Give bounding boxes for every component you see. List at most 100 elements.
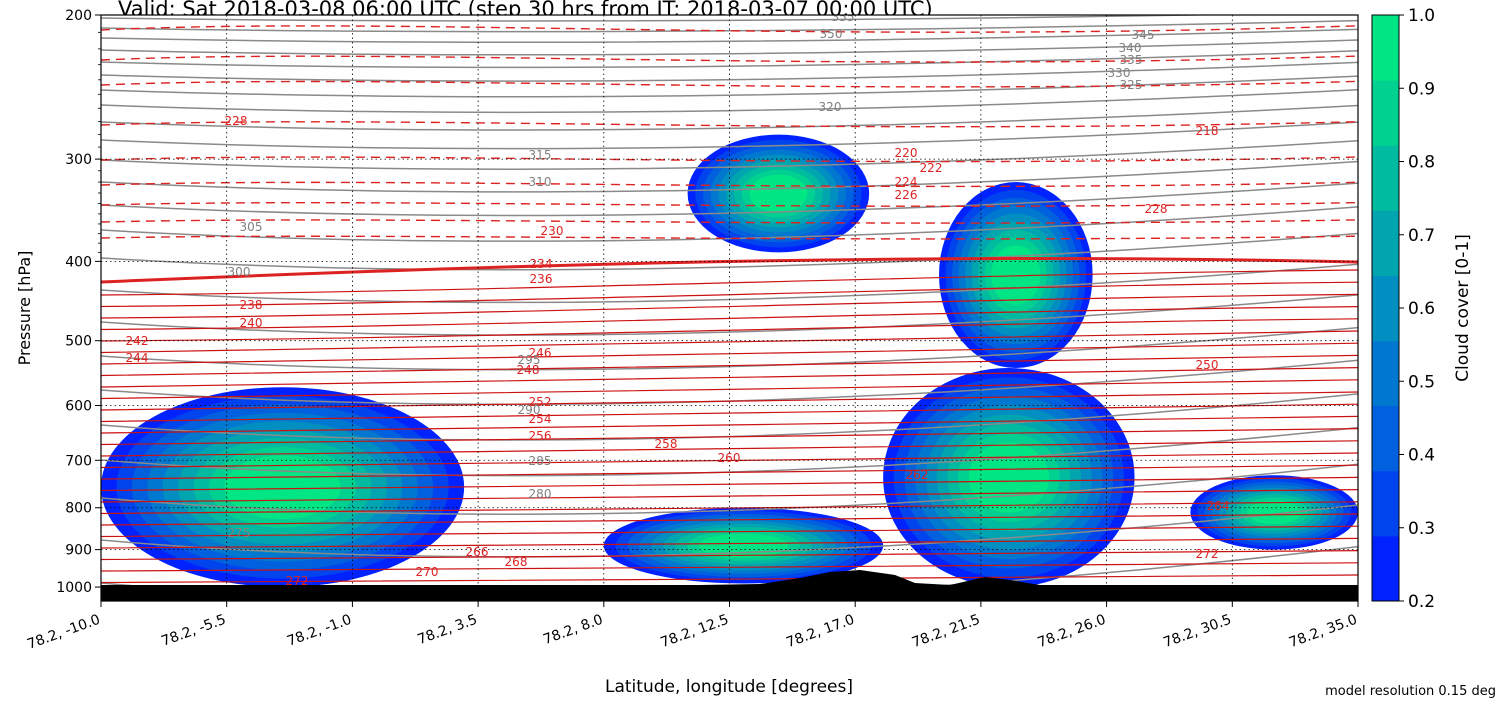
theta-line — [101, 121, 1358, 150]
colorbar-tick-label: 1.0 — [1408, 6, 1435, 26]
temp-line-solid — [101, 440, 1358, 457]
x-tick-label: 78.2, -10.0 — [25, 612, 102, 653]
theta-line — [101, 263, 1358, 304]
colorbar-tick-label: 0.6 — [1408, 299, 1435, 319]
temperature-label: 240 — [240, 316, 263, 330]
temp-line-dashed — [101, 80, 1358, 88]
model-resolution-note: model resolution 0.15 deg — [1325, 684, 1496, 699]
x-tick-label: 78.2, 3.5 — [415, 612, 479, 648]
y-tick-label: 500 — [65, 334, 92, 350]
temperature-label: 236 — [530, 272, 553, 286]
theta-line — [101, 19, 1358, 33]
temp-line-dashed — [101, 121, 1358, 128]
theta-label: 290 — [518, 403, 541, 417]
y-axis: 200 300 400 500 600 700 800 900 1000 — [56, 8, 101, 596]
temp-line-solid — [101, 464, 1358, 480]
colorbar-segment — [1372, 210, 1399, 276]
colorbar-segment — [1372, 15, 1399, 81]
temp-line-solid — [101, 513, 1358, 526]
temperature-contours — [101, 25, 1358, 584]
temperature-label: 228 — [225, 114, 248, 128]
theta-line — [101, 49, 1358, 69]
temperature-label: 220 — [895, 146, 918, 160]
colorbar-segment — [1372, 145, 1399, 211]
colorbar-segment — [1372, 535, 1399, 602]
temperature-label: 226 — [895, 188, 918, 202]
y-tick-label: 700 — [65, 453, 92, 469]
theta-label: 345 — [1132, 28, 1155, 42]
colorbar-tick-label: 0.5 — [1408, 372, 1435, 392]
colorbar: 0.2 0.3 0.4 0.5 0.6 0.7 0.8 0.9 1.0 — [1371, 6, 1435, 612]
x-tick-label: 78.2, 26.0 — [1036, 612, 1108, 651]
theta-line — [101, 61, 1358, 82]
temperature-label: 248 — [517, 363, 540, 377]
cloud-level — [1247, 500, 1302, 525]
theta-label: 350 — [820, 27, 843, 41]
temperature-label: 262 — [906, 468, 929, 482]
theta-label: 340 — [1119, 41, 1142, 55]
temp-line-solid — [101, 281, 1358, 308]
cloud-level — [224, 455, 341, 520]
temp-line-dashed — [101, 55, 1358, 63]
colorbar-label: Cloud cover [0-1] — [1453, 234, 1473, 382]
cloud-level — [749, 174, 808, 213]
temperature-label: 230 — [541, 224, 564, 238]
theta-line — [101, 326, 1358, 371]
temperature-label: 224 — [895, 175, 918, 189]
x-tick-label: 78.2, 30.5 — [1161, 612, 1233, 651]
temp-line-solid — [101, 525, 1358, 538]
temp-line-solid — [101, 428, 1358, 446]
temperature-label: 252 — [529, 395, 552, 409]
theta-label: 280 — [529, 487, 552, 501]
colorbar-tick-label: 0.4 — [1408, 446, 1435, 466]
terrain — [101, 570, 1358, 601]
y-tick-label: 900 — [65, 543, 92, 559]
x-axis: 78.2, -10.0 78.2, -5.5 78.2, -1.0 78.2, 3.5… — [25, 601, 1359, 653]
temperature-label: 242 — [126, 334, 149, 348]
temperature-label: 218 — [1196, 124, 1219, 138]
temperature-label: 260 — [718, 451, 741, 465]
x-tick-label: 78.2, -5.5 — [159, 612, 228, 650]
temp-line-dashed — [101, 201, 1358, 207]
temp-line-solid — [101, 476, 1358, 492]
theta-line — [101, 39, 1358, 56]
colorbar-segment — [1372, 275, 1399, 342]
temperature-label: 256 — [529, 429, 552, 443]
grid — [101, 15, 1358, 601]
colorbar-tick-label: 0.3 — [1408, 519, 1435, 539]
temperature-label: 234 — [530, 257, 553, 271]
x-tick-label: 78.2, -1.0 — [285, 612, 354, 650]
theta-label: 305 — [240, 220, 263, 234]
y-axis-label: Pressure [hPa] — [15, 251, 34, 366]
potential-temperature-contours — [101, 15, 1358, 601]
temperature-label: 244 — [126, 351, 149, 365]
temperature-label: 250 — [1196, 358, 1219, 372]
cloud-level — [991, 245, 1041, 305]
temp-line-solid — [101, 306, 1358, 331]
colorbar-segment — [1372, 470, 1399, 537]
temp-line-solid — [101, 415, 1358, 434]
temperature-label: 272 — [1196, 547, 1219, 561]
theta-label: 325 — [1120, 78, 1143, 92]
temp-line-bold — [101, 257, 1358, 284]
colorbar-tick-label: 0.8 — [1408, 153, 1435, 173]
theta-line — [101, 89, 1358, 114]
y-tick-label: 300 — [65, 152, 92, 168]
temp-line-solid — [101, 562, 1358, 572]
temperature-label: 228 — [1145, 202, 1168, 216]
y-tick-label: 400 — [65, 254, 92, 270]
temperature-label: 254 — [529, 412, 552, 426]
colorbar-tick-label: 0.2 — [1408, 592, 1435, 612]
temp-line-solid — [101, 550, 1358, 561]
colorbar-tick-label: 0.7 — [1408, 226, 1435, 246]
y-tick-label: 1000 — [56, 580, 92, 596]
temp-line-solid — [101, 318, 1358, 342]
theta-label: 275 — [228, 526, 251, 540]
theta-label: 315 — [529, 148, 552, 162]
theta-label: 310 — [529, 175, 552, 189]
temperature-label: 246 — [529, 346, 552, 360]
theta-label: 285 — [529, 454, 552, 468]
x-tick-label: 78.2, 21.5 — [910, 612, 982, 651]
